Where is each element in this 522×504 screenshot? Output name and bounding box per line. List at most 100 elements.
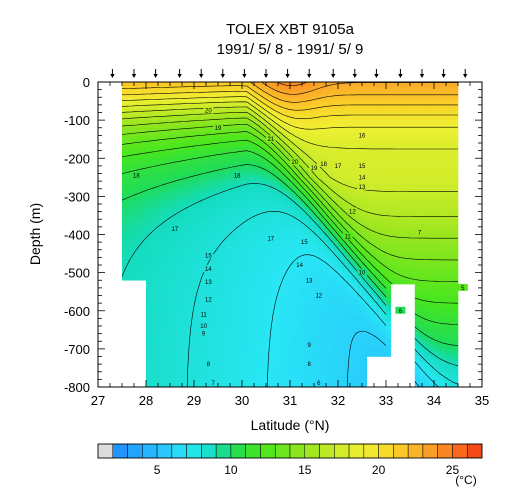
temperature-cell <box>155 379 161 384</box>
temperature-cell <box>285 104 291 109</box>
temperature-cell <box>275 341 281 346</box>
temperature-cell <box>232 82 238 87</box>
temperature-cell <box>362 143 368 148</box>
temperature-cell <box>189 162 195 167</box>
temperature-cell <box>381 345 387 350</box>
temperature-cell <box>414 104 420 109</box>
temperature-cell <box>165 253 171 258</box>
temperature-cell <box>213 291 219 296</box>
temperature-cell <box>160 139 166 144</box>
temperature-cell <box>222 272 228 277</box>
temperature-cell <box>160 306 166 312</box>
temperature-cell <box>150 356 156 361</box>
temperature-cell <box>429 104 435 109</box>
temperature-cell <box>251 135 257 140</box>
temperature-cell <box>323 253 329 258</box>
temperature-cell <box>304 127 310 132</box>
temperature-cell <box>194 204 200 209</box>
temperature-cell <box>371 173 377 178</box>
temperature-cell <box>419 200 425 205</box>
temperature-cell <box>386 135 392 140</box>
temperature-cell <box>261 226 267 231</box>
temperature-cell <box>146 196 152 201</box>
temperature-cell <box>179 268 185 273</box>
temperature-cell <box>419 280 425 285</box>
temperature-cell <box>155 158 161 163</box>
temperature-cell <box>150 154 156 159</box>
temperature-cell <box>429 85 435 90</box>
temperature-cell <box>256 89 262 94</box>
temperature-cell <box>256 97 262 102</box>
temperature-cell <box>198 196 204 201</box>
temperature-cell <box>390 245 396 251</box>
temperature-cell <box>242 93 248 98</box>
temperature-cell <box>429 154 435 159</box>
temperature-cell <box>386 234 392 239</box>
temperature-cell <box>150 257 156 262</box>
temperature-cell <box>203 272 209 277</box>
temperature-cell <box>251 284 257 289</box>
temperature-cell <box>419 108 425 113</box>
temperature-cell <box>352 333 358 338</box>
temperature-cell <box>376 253 382 258</box>
temperature-cell <box>251 371 257 376</box>
temperature-cell <box>290 101 296 106</box>
temperature-cell <box>227 169 233 174</box>
temperature-cell <box>270 184 276 190</box>
temperature-cell <box>222 299 228 304</box>
temperature-cell <box>213 204 219 209</box>
temperature-cell <box>208 367 214 373</box>
temperature-cell <box>352 280 358 285</box>
temperature-cell <box>290 268 296 273</box>
temperature-cell <box>237 93 243 98</box>
temperature-cell <box>323 93 329 98</box>
temperature-cell <box>275 265 281 270</box>
temperature-cell <box>222 127 228 132</box>
temperature-cell <box>266 230 272 235</box>
temperature-cell <box>222 192 228 197</box>
temperature-cell <box>275 143 281 148</box>
temperature-cell <box>218 162 224 167</box>
temperature-cell <box>218 253 224 258</box>
temperature-cell <box>237 215 243 220</box>
temperature-cell <box>222 310 228 315</box>
temperature-cell <box>419 276 425 281</box>
temperature-cell <box>429 234 435 239</box>
temperature-cell <box>146 299 152 304</box>
temperature-cell <box>352 287 358 292</box>
temperature-cell <box>179 257 185 262</box>
temperature-cell <box>179 200 185 205</box>
temperature-cell <box>347 173 353 178</box>
temperature-cell <box>357 345 363 350</box>
temperature-cell <box>189 276 195 281</box>
temperature-cell <box>213 181 219 186</box>
temperature-cell <box>347 303 353 308</box>
temperature-cell <box>222 238 228 243</box>
temperature-cell <box>275 379 281 384</box>
temperature-cell <box>179 143 185 148</box>
temperature-cell <box>285 306 291 312</box>
temperature-cell <box>189 154 195 159</box>
temperature-cell <box>362 192 368 197</box>
temperature-cell <box>266 291 272 296</box>
temperature-cell <box>362 341 368 346</box>
temperature-cell <box>414 249 420 254</box>
temperature-cell <box>179 322 185 327</box>
temperature-cell <box>381 261 387 266</box>
temperature-cell <box>266 280 272 285</box>
temperature-cell <box>222 261 228 266</box>
temperature-cell <box>179 89 185 94</box>
temperature-cell <box>419 85 425 90</box>
temperature-cell <box>256 230 262 235</box>
temperature-cell <box>256 291 262 296</box>
temperature-cell <box>218 314 224 319</box>
temperature-cell <box>362 139 368 144</box>
temperature-cell <box>410 245 416 251</box>
temperature-cell <box>150 127 156 132</box>
temperature-cell <box>285 154 291 159</box>
temperature-cell <box>299 291 305 296</box>
temperature-cell <box>122 207 128 212</box>
temperature-cell <box>256 173 262 178</box>
temperature-cell <box>299 360 305 365</box>
temperature-cell <box>352 245 358 251</box>
